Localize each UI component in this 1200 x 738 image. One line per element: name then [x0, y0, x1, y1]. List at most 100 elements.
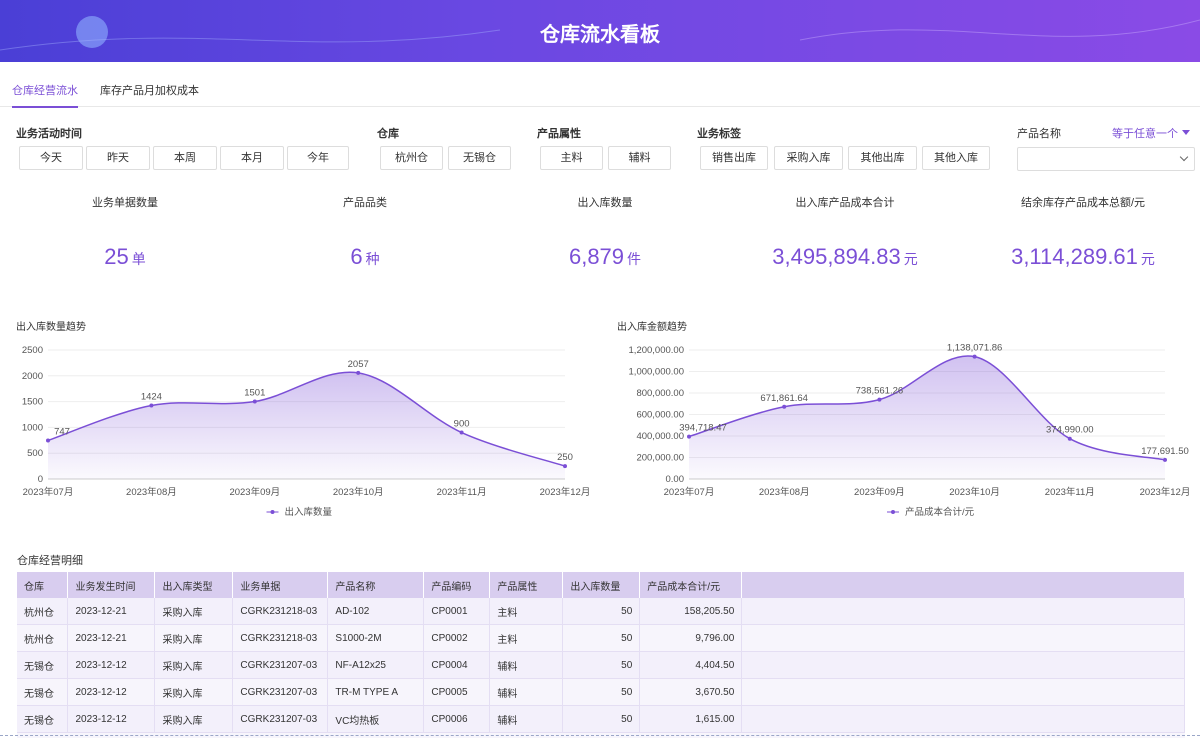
- filter-button[interactable]: 无锡仓: [448, 146, 511, 170]
- point: [687, 434, 691, 439]
- x-tick-label: 2023年08月: [759, 486, 810, 498]
- kpi-value-box: 3,495,894.83 元: [725, 244, 965, 270]
- data-label: 671,861.64: [760, 393, 808, 404]
- table-row: 无锡仓 2023-12-12 采购入库 CGRK231207-03 TR-M TYPE …: [17, 678, 1185, 706]
- table-row: 无锡仓 2023-12-12 采购入库 CGRK231207-03 NF-A12x25 C…: [17, 651, 1185, 679]
- header-filler: [741, 572, 1185, 598]
- table-cell: 辅料: [489, 678, 564, 706]
- filter-button[interactable]: 昨天: [86, 146, 150, 170]
- table-cell: 主料: [489, 624, 564, 652]
- kpi-unit: 元: [903, 251, 918, 267]
- table-cell: 1,615.00: [639, 705, 743, 733]
- page-title: 仓库流水看板: [540, 24, 660, 46]
- filter-button[interactable]: 今天: [19, 146, 83, 170]
- filter-button[interactable]: 杭州仓: [380, 146, 443, 170]
- x-tick-label: 2023年07月: [664, 486, 715, 498]
- operator-dropdown[interactable]: 等于任意一个: [1112, 128, 1178, 140]
- filter-button[interactable]: 销售出库: [700, 146, 768, 170]
- data-label: 394,718.47: [679, 423, 727, 434]
- column-header[interactable]: 产品属性: [489, 572, 564, 598]
- point: [356, 370, 361, 375]
- legend-label: 出入库数量: [285, 506, 333, 518]
- column-header[interactable]: 出入库类型: [154, 572, 234, 598]
- table-cell: 无锡仓: [17, 678, 69, 706]
- column-header[interactable]: 产品编码: [423, 572, 491, 598]
- table-cell: 2023-12-12: [67, 678, 156, 706]
- tab-divider: [0, 106, 1200, 107]
- tab[interactable]: 仓库经营流水: [12, 82, 78, 108]
- x-tick-label: 2023年09月: [229, 486, 280, 498]
- y-tick-label: 200,000.00: [636, 453, 684, 464]
- table-cell: 3,670.50: [639, 678, 743, 706]
- table-cell: 采购入库: [154, 651, 234, 679]
- data-label: 374,990.00: [1046, 425, 1094, 436]
- kpi-value-box: 25 单: [5, 244, 245, 270]
- tab[interactable]: 库存产品月加权成本: [100, 85, 199, 97]
- table-cell: AD-102: [327, 598, 425, 625]
- header: 仓库流水看板: [0, 0, 1200, 62]
- kpi-value: 6,879: [568, 244, 625, 269]
- point: [1067, 436, 1072, 441]
- row-filler: [741, 678, 1185, 706]
- filter-button[interactable]: 本周: [153, 146, 217, 170]
- filter-button[interactable]: 今年: [287, 146, 349, 170]
- column-header[interactable]: 出入库数量: [562, 572, 641, 598]
- table-cell: 50: [562, 624, 641, 652]
- filter-label: 产品属性: [537, 128, 581, 140]
- filter-button[interactable]: 主料: [540, 146, 603, 170]
- table-cell: CP0005: [423, 678, 491, 706]
- dropdown-arrow: [1182, 130, 1190, 135]
- data-label: 2057: [348, 359, 369, 370]
- table-cell: S1000-2M: [327, 624, 425, 652]
- point: [252, 399, 257, 404]
- product-select[interactable]: [1017, 147, 1195, 171]
- filter-button[interactable]: 采购入库: [774, 146, 843, 170]
- x-tick-label: 2023年12月: [1140, 486, 1191, 498]
- table-cell: 无锡仓: [17, 651, 69, 679]
- point: [972, 354, 977, 359]
- table-cell: 采购入库: [154, 598, 234, 625]
- table-cell: CGRK231218-03: [232, 598, 329, 625]
- point: [149, 403, 154, 408]
- filter-label: 业务标签: [697, 128, 741, 140]
- legend-label: 产品成本合计/元: [905, 506, 975, 518]
- table-cell: 9,796.00: [639, 624, 743, 652]
- table-cell: 2023-12-12: [67, 705, 156, 733]
- row-filler: [741, 624, 1185, 652]
- table-wrap: 仓库 业务发生时间 出入库类型 业务单据 产品名称 产品编码 产品属性 出入库数量 产品成本合计…: [17, 572, 1185, 738]
- filter-button[interactable]: 本月: [220, 146, 284, 170]
- y-tick-label: 800,000.00: [636, 388, 684, 399]
- column-header[interactable]: 业务单据: [232, 572, 329, 598]
- x-tick-label: 2023年09月: [854, 486, 905, 498]
- table-cell: 50: [562, 678, 641, 706]
- table-cell: 主料: [489, 598, 564, 625]
- point: [1163, 457, 1167, 462]
- line: [47, 371, 566, 467]
- column-header[interactable]: 仓库: [17, 572, 69, 598]
- data-label: 747: [54, 426, 70, 437]
- data-label: 1,138,071.86: [947, 343, 1002, 354]
- y-tick-label: 0: [38, 474, 43, 485]
- table-cell: CGRK231218-03: [232, 624, 329, 652]
- kpi-unit: 件: [627, 251, 642, 267]
- column-header[interactable]: 产品名称: [327, 572, 425, 598]
- line-chart: 出入库数量趋势 0 500 1000 1500 2000 2500 2023年07月 2023年…: [16, 320, 590, 518]
- kpi-value-box: 3,114,289.61 元: [963, 244, 1200, 270]
- y-tick-label: 1,000,000.00: [629, 367, 684, 378]
- column-header[interactable]: 产品成本合计/元: [639, 572, 743, 598]
- x-tick-label: 2023年10月: [333, 486, 384, 498]
- table-cell: CGRK231207-03: [232, 678, 329, 706]
- table-cell: 采购入库: [154, 705, 234, 733]
- filter-button[interactable]: 其他入库: [922, 146, 990, 170]
- kpi-label: 出入库产品成本合计: [795, 197, 895, 209]
- x-tick-label: 2023年11月: [437, 486, 487, 498]
- data-label: 738,561.26: [856, 386, 904, 397]
- table-cell: CGRK231207-03: [232, 651, 329, 679]
- filter-button[interactable]: 其他出库: [848, 146, 917, 170]
- y-tick-label: 1,200,000.00: [629, 345, 684, 356]
- filter-button[interactable]: 辅料: [608, 146, 671, 170]
- kpi-value: 25: [104, 244, 129, 269]
- table-row: 无锡仓 2023-12-12 采购入库 CGRK231207-03 VC均热板 CP000…: [17, 705, 1185, 733]
- column-header[interactable]: 业务发生时间: [67, 572, 156, 598]
